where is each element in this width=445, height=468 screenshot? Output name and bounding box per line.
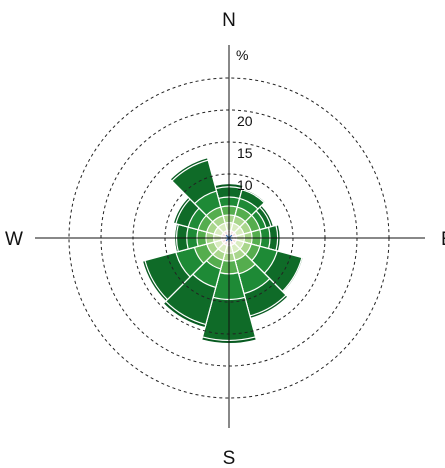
compass-east-label: E xyxy=(441,229,445,250)
compass-north-label: N xyxy=(222,10,236,31)
ring-label-20: 20 xyxy=(237,113,253,129)
compass-west-label: W xyxy=(5,229,23,250)
compass-south-label: S xyxy=(223,448,236,468)
unit-label: % xyxy=(236,47,248,63)
ring-labels-layer: 10 15 20 xyxy=(237,113,253,193)
ring-label-15: 15 xyxy=(237,145,253,161)
ring-label-10: 10 xyxy=(237,177,253,193)
